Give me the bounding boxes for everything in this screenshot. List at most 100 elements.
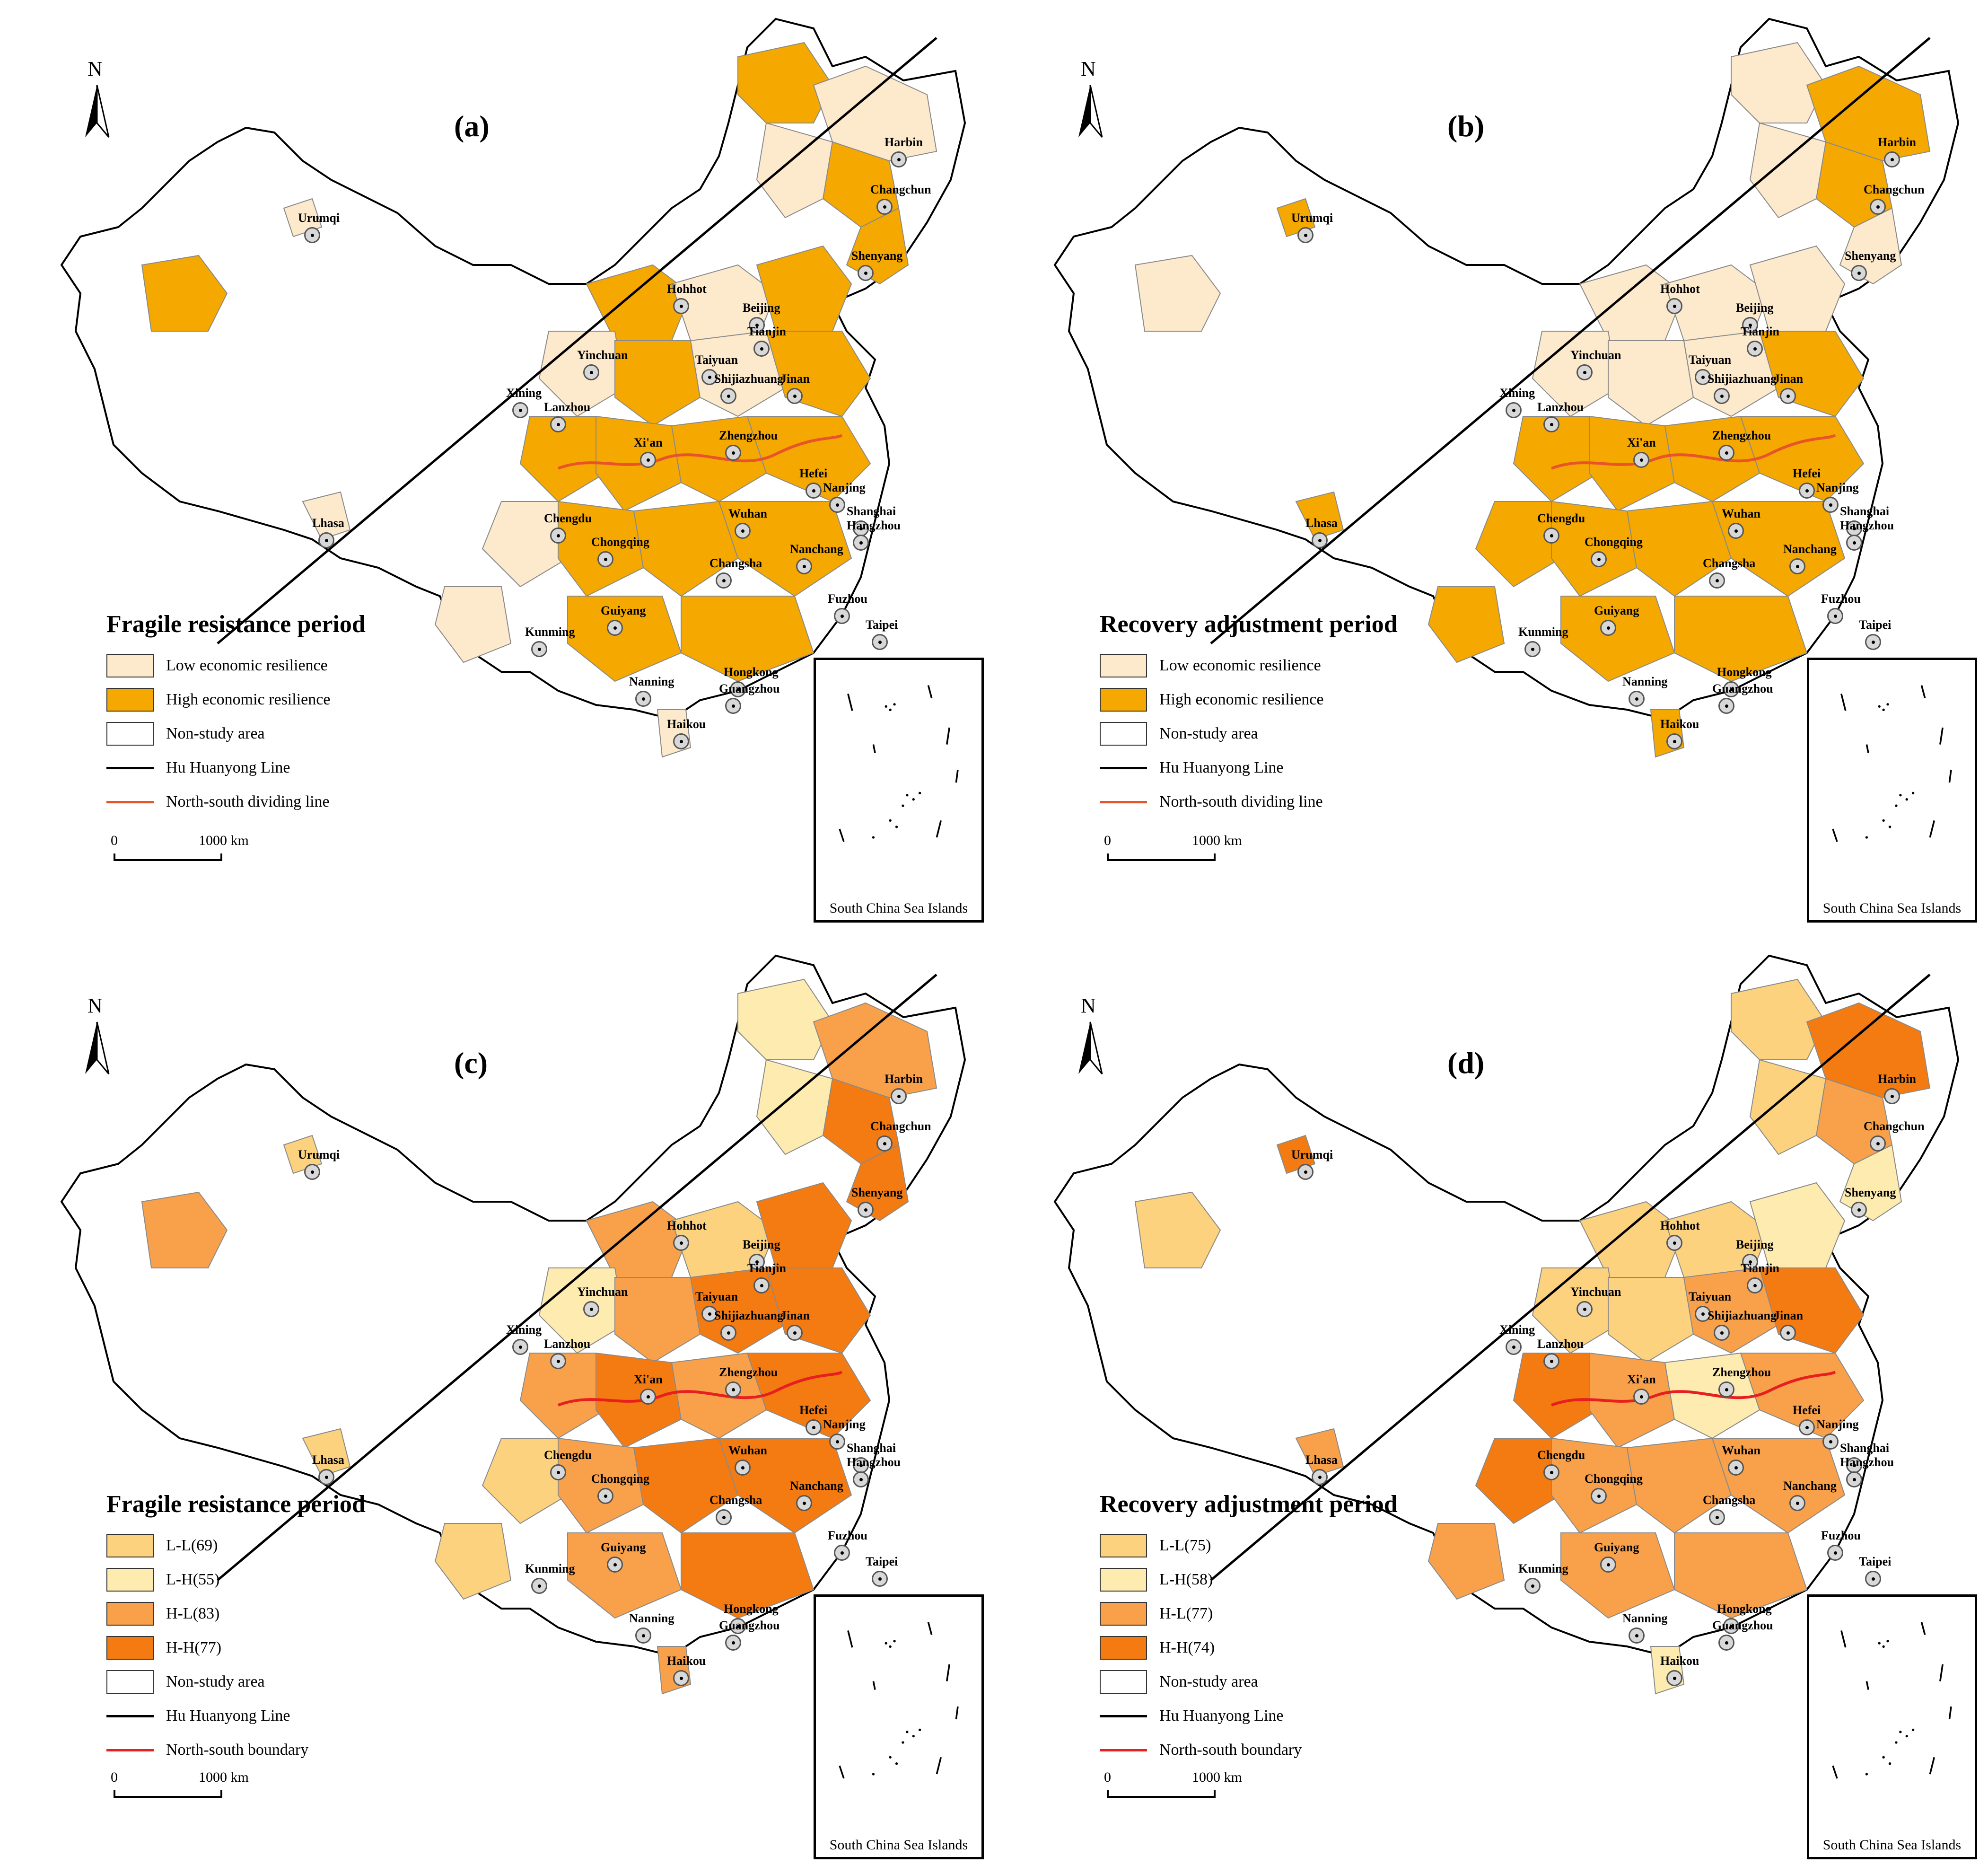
inset-islands <box>1832 1622 1952 1779</box>
legend-swatch <box>106 1534 154 1557</box>
inset-title: South China Sea Islands <box>1822 900 1962 916</box>
city-marker-icon <box>753 1277 770 1293</box>
legend-item: High economic resilience <box>1100 683 1478 717</box>
region-22 <box>1428 586 1505 663</box>
legend-swatch <box>1100 1670 1147 1694</box>
city-marker-icon <box>1846 1471 1862 1487</box>
panel-label: (a) <box>454 109 490 143</box>
city-marker-icon <box>725 1381 741 1398</box>
city-label: Guangzhou <box>719 1619 780 1632</box>
city-label: Nanjing <box>823 1417 866 1431</box>
legend-item: Low economic resilience <box>106 649 485 683</box>
city-label: Hongkong <box>724 665 779 679</box>
city-label: Jinan <box>780 1309 810 1322</box>
south-china-sea-inset: South China Sea Islands <box>814 658 984 923</box>
city-label: Lanzhou <box>1537 400 1584 414</box>
city-marker-icon <box>1312 1469 1328 1485</box>
legend-line-swatch <box>1100 1749 1147 1751</box>
city-marker-icon <box>829 1434 845 1450</box>
city-marker-icon <box>1576 364 1593 380</box>
city-marker-icon <box>1297 1164 1314 1180</box>
scale-distance: 1000 km <box>1192 1769 1242 1785</box>
city-marker-icon <box>1718 698 1734 714</box>
region-7 <box>1749 1182 1846 1268</box>
city-label: Haikou <box>1660 1654 1699 1668</box>
region-24 <box>1295 491 1344 540</box>
city-marker-icon <box>531 1578 547 1594</box>
city-marker-icon <box>753 341 770 357</box>
city-marker-icon <box>806 1419 822 1435</box>
city-label: Lhasa <box>312 1453 344 1467</box>
city-marker-icon <box>1695 1306 1711 1322</box>
region-9 <box>614 1277 701 1364</box>
city-marker-icon <box>1870 199 1886 215</box>
city-marker-icon <box>1718 1381 1734 1398</box>
city-label: Wuhan <box>1722 507 1760 520</box>
region-21 <box>681 1532 814 1619</box>
city-marker-icon <box>1524 1578 1541 1594</box>
legend-title: Recovery adjustment period <box>1100 611 1398 638</box>
city-label: Beijing <box>743 301 780 315</box>
city-label: Xining <box>1499 386 1535 400</box>
city-label: Taipei <box>1859 618 1892 632</box>
region-19 <box>718 1438 852 1534</box>
hu-huanyong-line <box>1210 37 1931 644</box>
north-south-line <box>557 434 843 470</box>
legend-label: Low economic resilience <box>166 657 328 674</box>
region-4 <box>846 1144 909 1222</box>
legend-item: L-H(55) <box>106 1563 485 1597</box>
city-marker-icon <box>531 641 547 657</box>
city-label: Wuhan <box>1722 1443 1760 1457</box>
city-marker-icon <box>1506 1339 1522 1355</box>
north-label: N <box>1081 57 1096 80</box>
city-label: Yinchuan <box>577 1285 628 1299</box>
city-label: Chengdu <box>544 1448 592 1462</box>
city-label: Changsha <box>709 556 762 570</box>
legend-label: North-south boundary <box>166 1741 309 1759</box>
region-3 <box>1749 1059 1827 1155</box>
legend-item: Non-study area <box>106 1665 485 1699</box>
hu-huanyong-line <box>217 974 937 1581</box>
legend-swatch <box>1100 1534 1147 1557</box>
south-china-sea-inset: South China Sea Islands <box>814 1594 984 1859</box>
city-label: Nanjing <box>1816 1417 1859 1431</box>
city-label: Hefei <box>1793 466 1821 480</box>
city-marker-icon <box>735 1460 751 1476</box>
legend-label: L-H(55) <box>166 1571 220 1588</box>
legend-label: H-H(74) <box>1159 1639 1215 1656</box>
city-label: Shijiazhuang <box>1708 1309 1777 1322</box>
region-25 <box>657 1646 692 1695</box>
city-label: Guiyang <box>601 604 646 617</box>
region-22 <box>1428 1523 1505 1600</box>
north-south-line <box>1550 1371 1836 1407</box>
region-18 <box>633 501 739 597</box>
panel-label: (d) <box>1447 1046 1485 1080</box>
city-marker-icon <box>550 416 566 432</box>
city-label: Beijing <box>1736 1238 1774 1251</box>
city-marker-icon <box>1312 532 1328 548</box>
scale-bar: 0 1000 km <box>1104 1769 1242 1803</box>
scale-line <box>114 853 222 861</box>
region-18 <box>633 1437 739 1534</box>
scale-distance: 1000 km <box>199 833 249 848</box>
scale-bar: 0 1000 km <box>1104 833 1242 866</box>
region-7 <box>756 245 852 332</box>
city-label: Kunming <box>525 625 575 639</box>
legend: Recovery adjustment period L-L(75) L-H(58)… <box>1100 1490 1478 1767</box>
legend-label: Hu Huanyong Line <box>166 1707 290 1724</box>
city-label: Guangzhou <box>1712 1619 1773 1632</box>
city-label: Fuzhou <box>1821 592 1861 606</box>
city-marker-icon <box>872 1571 888 1587</box>
region-20 <box>1560 1532 1675 1619</box>
city-label: Tianjin <box>1741 1261 1779 1275</box>
city-marker-icon <box>834 608 850 624</box>
legend-line-item: North-south boundary <box>1100 1733 1478 1767</box>
city-marker-icon <box>872 634 888 650</box>
city-marker-icon <box>725 1635 741 1651</box>
region-3 <box>756 122 833 219</box>
city-label: Xining <box>506 386 542 400</box>
city-label: Taiyuan <box>1689 1290 1732 1303</box>
city-label: Hefei <box>799 466 828 480</box>
city-marker-icon <box>735 523 751 539</box>
city-marker-icon <box>597 551 613 567</box>
